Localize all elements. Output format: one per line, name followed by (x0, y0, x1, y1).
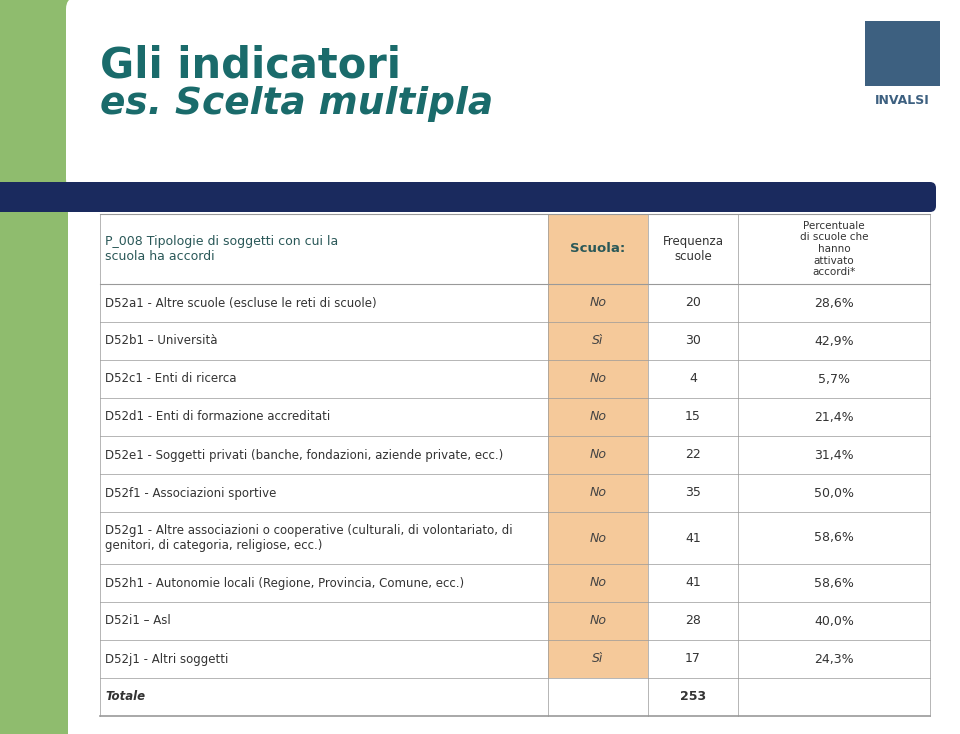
Polygon shape (865, 21, 940, 86)
Bar (548, 602, 648, 640)
Text: 15: 15 (685, 410, 701, 424)
Text: 42,9%: 42,9% (814, 335, 853, 347)
Text: No: No (589, 487, 607, 500)
Bar (548, 474, 648, 512)
Text: Sì: Sì (592, 335, 604, 347)
Bar (0, 0, 68, 734)
Text: No: No (589, 372, 607, 385)
Text: 5,7%: 5,7% (818, 372, 850, 385)
Bar (548, 322, 648, 360)
Text: 17: 17 (685, 653, 701, 666)
Text: D52d1 - Enti di formazione accreditati: D52d1 - Enti di formazione accreditati (105, 410, 330, 424)
Text: D52h1 - Autonomie locali (Regione, Provincia, Comune, ecc.): D52h1 - Autonomie locali (Regione, Provi… (105, 576, 464, 589)
Text: 20: 20 (685, 297, 701, 310)
Bar (548, 640, 648, 678)
Text: D52e1 - Soggetti privati (banche, fondazioni, aziende private, ecc.): D52e1 - Soggetti privati (banche, fondaz… (105, 448, 503, 462)
Bar (865, 21, 940, 86)
Text: 4: 4 (689, 372, 697, 385)
Text: 31,4%: 31,4% (814, 448, 853, 462)
Text: No: No (589, 531, 607, 545)
Text: Percentuale
di scuole che
hanno
attivato
accordi*: Percentuale di scuole che hanno attivato… (800, 221, 868, 277)
Text: No: No (589, 448, 607, 462)
Text: 41: 41 (685, 531, 701, 545)
FancyBboxPatch shape (0, 0, 248, 207)
Text: 35: 35 (685, 487, 701, 500)
Text: P_008 Tipologie di soggetti con cui la
scuola ha accordi: P_008 Tipologie di soggetti con cui la s… (105, 235, 338, 263)
Text: 28: 28 (685, 614, 701, 628)
Text: 50,0%: 50,0% (814, 487, 854, 500)
Text: D52b1 – Università: D52b1 – Università (105, 335, 218, 347)
Bar (548, 564, 648, 602)
Text: 30: 30 (685, 335, 701, 347)
Bar (548, 284, 648, 322)
Text: 24,3%: 24,3% (814, 653, 853, 666)
Text: No: No (589, 576, 607, 589)
Text: No: No (589, 297, 607, 310)
Bar (548, 436, 648, 474)
Text: Sì: Sì (592, 653, 604, 666)
Text: 40,0%: 40,0% (814, 614, 854, 628)
FancyBboxPatch shape (0, 182, 936, 212)
Text: 21,4%: 21,4% (814, 410, 853, 424)
Text: Scuola:: Scuola: (570, 242, 626, 255)
Text: No: No (589, 614, 607, 628)
Text: D52i1 – Asl: D52i1 – Asl (105, 614, 171, 628)
Text: Frequenza
scuole: Frequenza scuole (662, 235, 724, 263)
Bar (548, 398, 648, 436)
Text: D52a1 - Altre scuole (escluse le reti di scuole): D52a1 - Altre scuole (escluse le reti di… (105, 297, 376, 310)
Text: Totale: Totale (105, 691, 145, 703)
Text: 28,6%: 28,6% (814, 297, 853, 310)
Text: 41: 41 (685, 576, 701, 589)
Text: Gli indicatori: Gli indicatori (100, 44, 401, 86)
Text: INVALSI: INVALSI (876, 94, 930, 107)
Text: No: No (589, 410, 607, 424)
Bar (548, 360, 648, 398)
FancyBboxPatch shape (66, 0, 950, 191)
Text: 22: 22 (685, 448, 701, 462)
Text: D52c1 - Enti di ricerca: D52c1 - Enti di ricerca (105, 372, 236, 385)
Text: 58,6%: 58,6% (814, 531, 854, 545)
Text: D52j1 - Altri soggetti: D52j1 - Altri soggetti (105, 653, 228, 666)
Text: es. Scelta multipla: es. Scelta multipla (100, 86, 493, 122)
Text: 58,6%: 58,6% (814, 576, 854, 589)
Text: 253: 253 (680, 691, 706, 703)
Text: D52f1 - Associazioni sportive: D52f1 - Associazioni sportive (105, 487, 276, 500)
Bar (548, 214, 648, 284)
Bar (548, 512, 648, 564)
Text: D52g1 - Altre associazioni o cooperative (culturali, di volontariato, di
genitor: D52g1 - Altre associazioni o cooperative… (105, 524, 513, 552)
